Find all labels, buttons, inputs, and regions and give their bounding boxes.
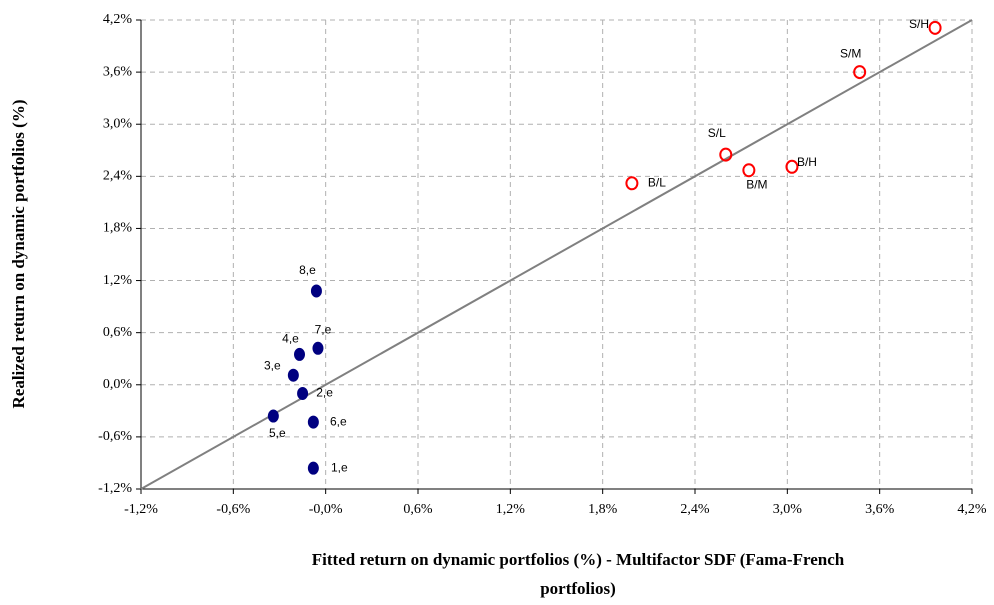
point-label: 4,e: [282, 332, 299, 346]
point-label: B/M: [746, 177, 767, 191]
point-label: 5,e: [269, 426, 286, 440]
point: [625, 176, 639, 191]
point-label: 7,e: [315, 322, 332, 336]
point-label: 8,e: [299, 263, 316, 277]
point: [928, 20, 942, 35]
x-tick-label: -1,2%: [124, 502, 158, 517]
x-axis-title: Fitted return on dynamic portfolios (%) …: [312, 550, 845, 569]
x-tick-label: 1,2%: [496, 502, 526, 517]
y-axis-title: Realized return on dynamic portfolios (%…: [9, 100, 28, 409]
point: [742, 163, 756, 178]
x-tick-label: 1,8%: [588, 502, 618, 517]
point-label: S/H: [909, 17, 929, 31]
y-tick-label: -0,6%: [98, 429, 132, 444]
point-label: S/L: [708, 126, 726, 140]
point-label: B/H: [797, 155, 817, 169]
point: [287, 368, 299, 382]
y-tick-label: 2,4%: [103, 169, 133, 184]
point: [267, 409, 279, 423]
point: [307, 415, 319, 429]
x-tick-label: 4,2%: [957, 502, 987, 517]
diagonal-line: [140, 19, 973, 490]
x-tick-label: 3,6%: [865, 502, 895, 517]
point-label: 1,e: [331, 460, 348, 474]
point-label: 2,e: [316, 386, 333, 400]
y-tick-label: 3,0%: [103, 116, 133, 131]
point: [785, 159, 799, 174]
y-tick-label: 0,6%: [103, 325, 133, 340]
point-label: S/M: [840, 46, 861, 60]
x-tick-label: 2,4%: [680, 502, 710, 517]
point-label: 6,e: [330, 414, 347, 428]
x-tick-label: 0,6%: [403, 502, 433, 517]
point: [307, 461, 319, 475]
point: [853, 65, 867, 80]
y-tick-label: -1,2%: [98, 481, 132, 496]
x-axis-title: portfolios): [540, 579, 616, 598]
point: [312, 341, 324, 355]
point: [297, 386, 309, 400]
point-label: B/L: [648, 175, 666, 189]
x-tick-label: -0,6%: [216, 502, 250, 517]
y-tick-label: 4,2%: [103, 12, 133, 27]
point: [310, 284, 322, 298]
y-tick-label: 3,6%: [103, 64, 133, 79]
point: [294, 347, 306, 361]
x-tick-label: 3,0%: [773, 502, 803, 517]
y-tick-label: 0,0%: [103, 377, 133, 392]
point-label: 3,e: [264, 358, 281, 372]
y-tick-label: 1,2%: [103, 273, 133, 288]
x-tick-label: -0,0%: [309, 502, 343, 517]
point: [719, 147, 733, 162]
y-tick-label: 1,8%: [103, 221, 133, 236]
